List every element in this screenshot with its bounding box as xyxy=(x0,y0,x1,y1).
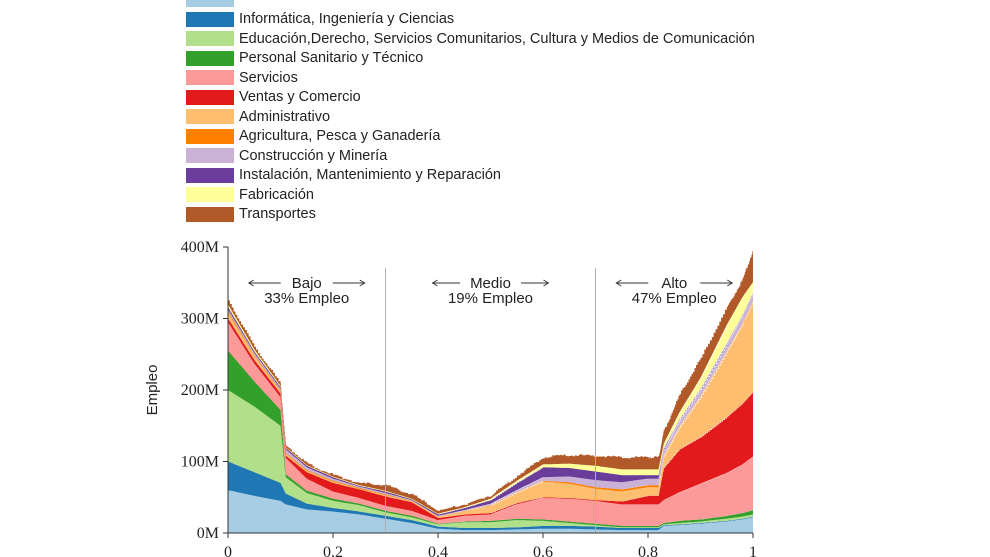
legend-item: Servicios xyxy=(186,68,755,88)
legend-item: Educación,Derecho, Servicios Comunitario… xyxy=(186,29,755,49)
legend-label: Instalación, Mantenimiento y Reparación xyxy=(239,167,501,184)
legend-label: Construcción y Minería xyxy=(239,147,388,164)
axes: 0M 100M 200M 300M 400M 0 0.2 0.4 0.6 0.8 1 xyxy=(181,239,757,557)
y-tick-label: 0M xyxy=(197,525,219,542)
legend-label: Personal Sanitario y Técnico xyxy=(239,50,424,67)
x-tick-label: 0.2 xyxy=(323,544,343,557)
chart-legend: Informática, Ingeniería y Ciencias Educac… xyxy=(186,0,755,224)
legend-label: Ventas y Comercio xyxy=(239,89,361,106)
legend-item: Instalación, Mantenimiento y Reparación xyxy=(186,166,755,186)
left-arrow-icon xyxy=(431,279,460,287)
legend-label: Administrativo xyxy=(239,108,331,125)
area-series-unlabeled xyxy=(228,490,753,533)
y-tick-label: 400M xyxy=(181,239,219,256)
legend-swatch xyxy=(186,206,234,222)
right-arrow-icon xyxy=(700,279,734,287)
region-share: 19% Empleo xyxy=(448,290,533,307)
left-arrow-icon xyxy=(615,279,649,287)
legend-swatch xyxy=(186,128,234,144)
right-arrow-icon xyxy=(332,279,366,287)
y-tick-label: 300M xyxy=(181,311,219,328)
legend-swatch xyxy=(186,109,234,125)
legend-label: Educación,Derecho, Servicios Comunitario… xyxy=(239,30,755,47)
region-label: Bajo xyxy=(292,275,322,292)
area-layer xyxy=(228,248,753,533)
legend-label: Fabricación xyxy=(239,186,314,203)
legend-item: Fabricación xyxy=(186,185,755,205)
legend-item: Agricultura, Pesca y Ganadería xyxy=(186,127,755,147)
legend-label: Servicios xyxy=(239,69,298,86)
legend-swatch xyxy=(186,50,234,66)
x-tick-label: 0 xyxy=(224,544,232,557)
left-arrow-icon xyxy=(247,279,281,287)
legend-swatch xyxy=(186,11,234,27)
legend-swatch xyxy=(186,148,234,164)
legend-label: Informática, Ingeniería y Ciencias xyxy=(239,11,455,28)
x-tick-label: 1 xyxy=(749,544,757,557)
legend-swatch xyxy=(186,0,234,8)
area-series-servicios xyxy=(228,322,753,526)
legend-swatch xyxy=(186,167,234,183)
y-axis-label: Empleo xyxy=(144,365,161,416)
legend-item: Administrativo xyxy=(186,107,755,127)
region-share: 47% Empleo xyxy=(632,290,717,307)
y-tick-label: 100M xyxy=(181,454,219,471)
legend-item: Transportes xyxy=(186,205,755,225)
area-series-informatica-ingenieria-y-ciencias xyxy=(228,461,753,531)
x-tick-label: 0.8 xyxy=(638,544,658,557)
right-arrow-icon xyxy=(521,279,550,287)
legend-swatch xyxy=(186,31,234,47)
region-dividers xyxy=(385,268,596,533)
legend-label: Agricultura, Pesca y Ganadería xyxy=(239,128,441,145)
region-label: Alto xyxy=(661,275,687,292)
legend-swatch xyxy=(186,70,234,86)
legend-item: Personal Sanitario y Técnico xyxy=(186,49,755,69)
legend-item: Ventas y Comercio xyxy=(186,88,755,108)
x-tick-label: 0.6 xyxy=(533,544,553,557)
x-tick-label: 0.4 xyxy=(428,544,448,557)
legend-swatch xyxy=(186,89,234,105)
y-tick-label: 200M xyxy=(181,382,219,399)
region-label: Medio xyxy=(470,275,511,292)
legend-item: Informática, Ingeniería y Ciencias xyxy=(186,10,755,30)
legend-swatch xyxy=(186,187,234,203)
legend-item: Construcción y Minería xyxy=(186,146,755,166)
legend-label: Transportes xyxy=(239,206,316,223)
region-share: 33% Empleo xyxy=(264,290,349,307)
legend-item xyxy=(186,0,755,10)
